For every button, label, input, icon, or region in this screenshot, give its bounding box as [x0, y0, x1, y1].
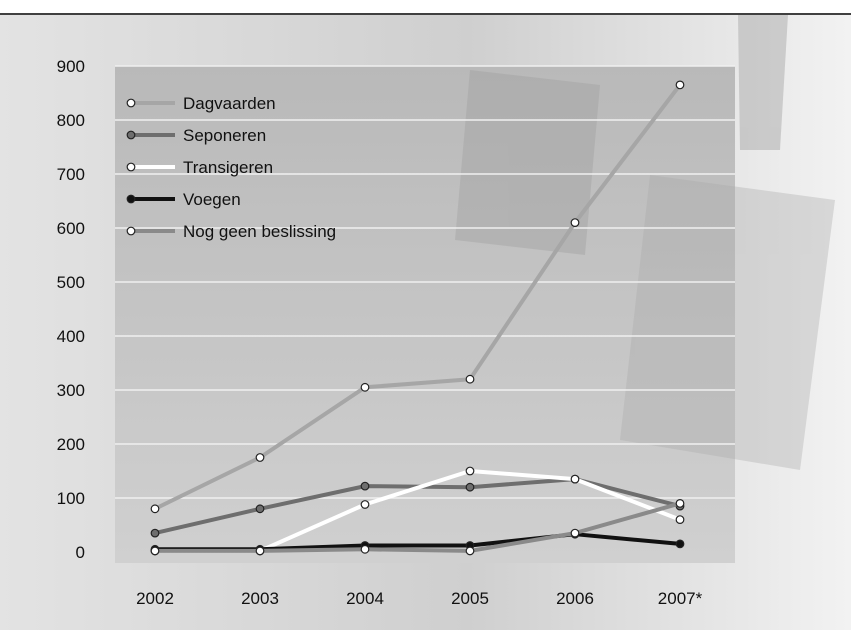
legend-label: Nog geen beslissing [183, 222, 336, 241]
data-point [466, 467, 474, 475]
legend-label: Voegen [183, 190, 241, 209]
y-tick-label: 0 [76, 543, 85, 562]
y-tick-label: 100 [57, 489, 85, 508]
data-point [676, 516, 684, 524]
x-tick-label: 2002 [136, 589, 174, 608]
data-point [151, 547, 159, 555]
legend-label: Seponeren [183, 126, 266, 145]
data-point [676, 500, 684, 508]
legend-swatch-marker [127, 131, 135, 139]
y-tick-label: 700 [57, 165, 85, 184]
data-point [256, 454, 264, 462]
y-tick-label: 900 [57, 57, 85, 76]
data-point [571, 529, 579, 537]
data-point [361, 384, 369, 392]
data-point [571, 475, 579, 483]
data-point [676, 81, 684, 89]
legend-swatch-marker [127, 195, 135, 203]
y-tick-label: 200 [57, 435, 85, 454]
data-point [361, 546, 369, 554]
y-tick-label: 400 [57, 327, 85, 346]
x-tick-label: 2007* [658, 589, 703, 608]
x-tick-label: 2003 [241, 589, 279, 608]
data-point [151, 529, 159, 537]
data-point [256, 547, 264, 555]
x-tick-label: 2005 [451, 589, 489, 608]
x-tick-label: 2004 [346, 589, 384, 608]
y-tick-label: 800 [57, 111, 85, 130]
legend-swatch-marker [127, 163, 135, 171]
data-point [151, 505, 159, 513]
y-tick-label: 600 [57, 219, 85, 238]
y-tick-label: 300 [57, 381, 85, 400]
data-point [466, 483, 474, 491]
legend-swatch-marker [127, 227, 135, 235]
y-tick-label: 500 [57, 273, 85, 292]
data-point [361, 482, 369, 490]
data-point [676, 540, 684, 548]
data-point [256, 505, 264, 513]
data-point [361, 501, 369, 509]
legend-swatch-marker [127, 99, 135, 107]
x-tick-label: 2006 [556, 589, 594, 608]
legend-label: Dagvaarden [183, 94, 276, 113]
legend-label: Transigeren [183, 158, 273, 177]
data-point [571, 219, 579, 227]
data-point [466, 547, 474, 555]
data-point [466, 375, 474, 383]
